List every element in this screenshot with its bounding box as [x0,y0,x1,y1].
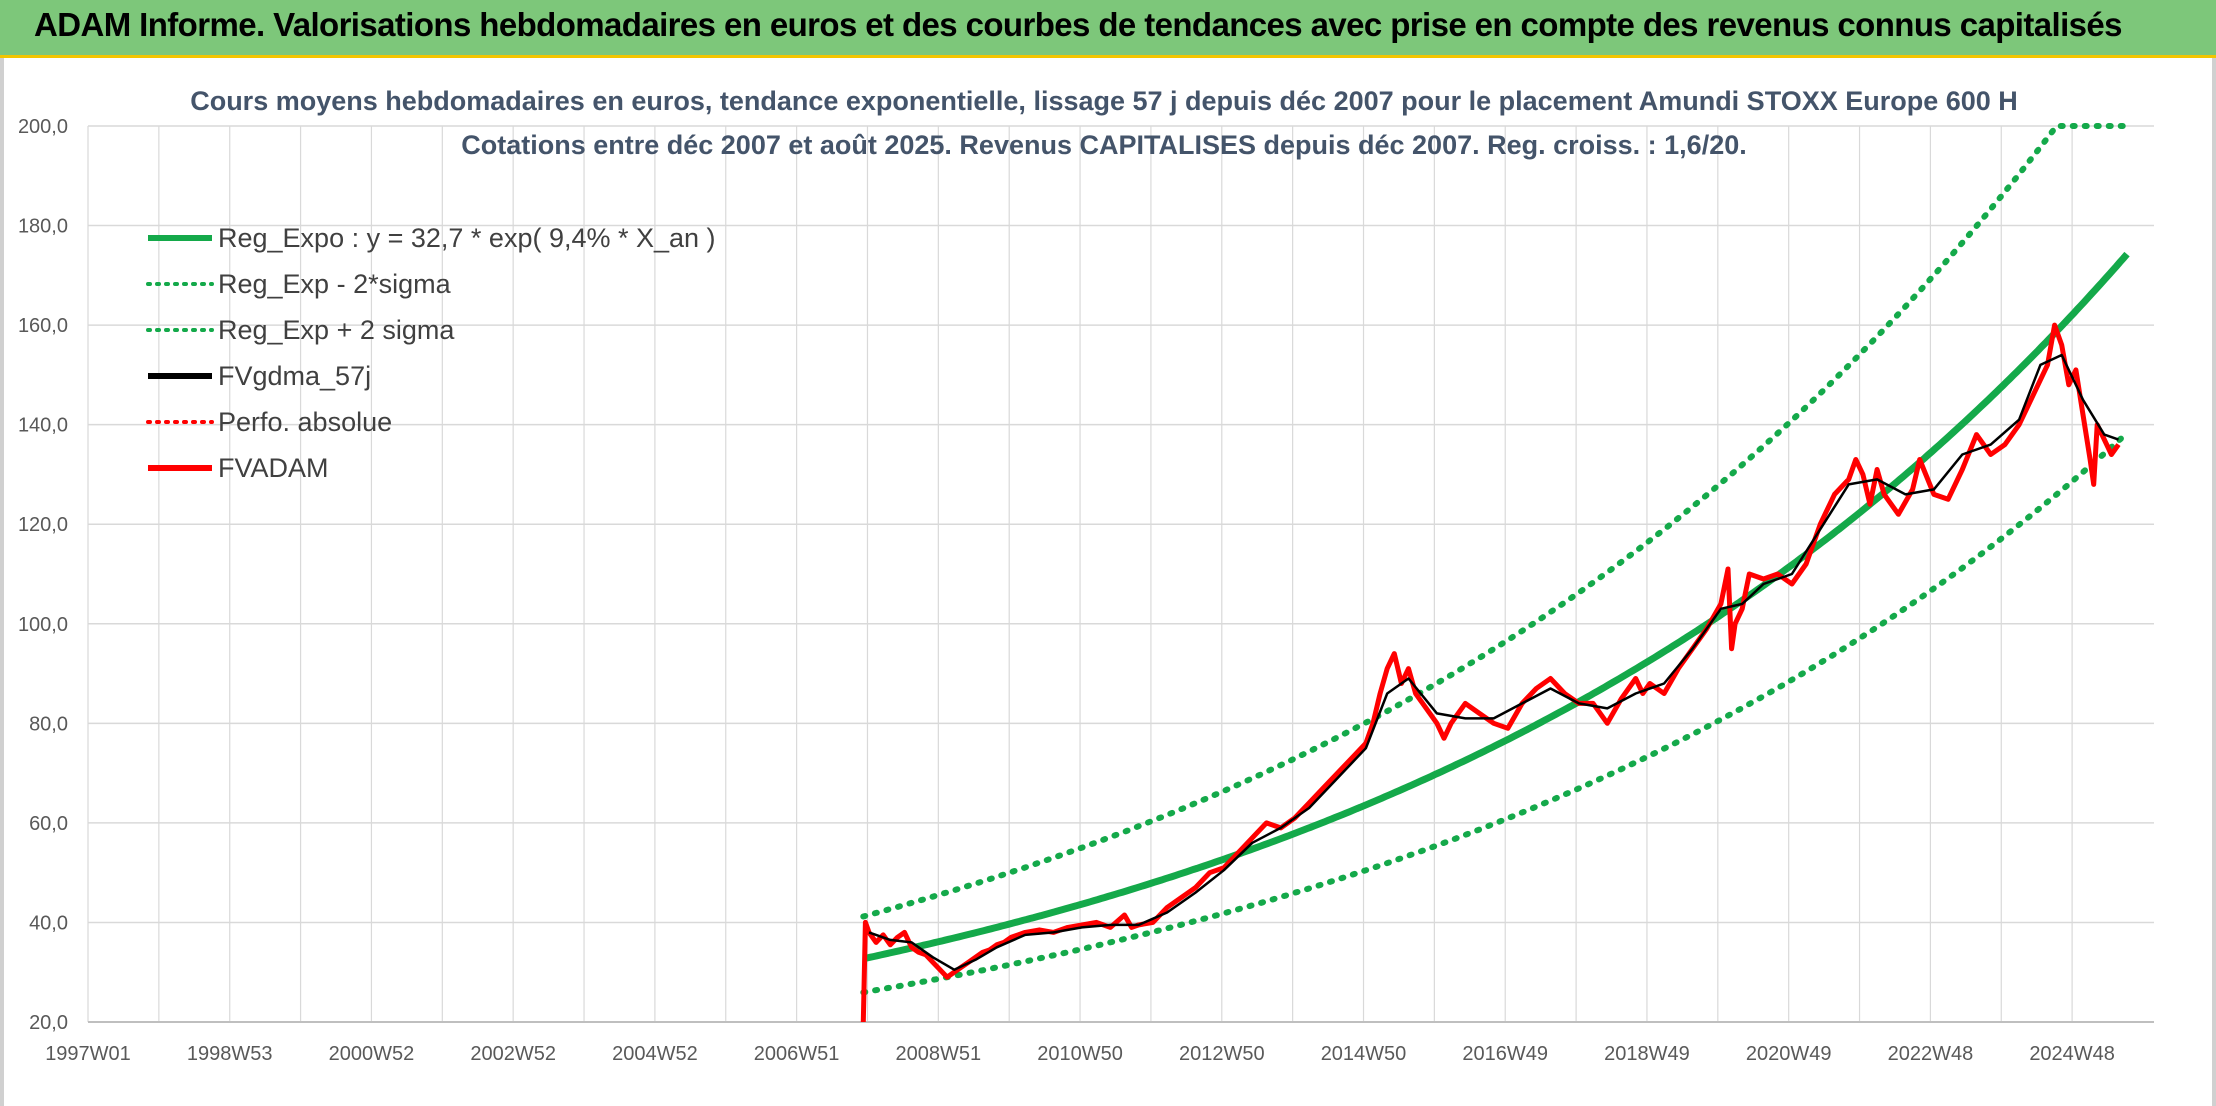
report-title: ADAM Informe. Valorisations hebdomadaire… [34,6,2123,43]
chart-subtitle: Cotations entre déc 2007 et août 2025. R… [461,130,1746,160]
y-tick-label: 120,0 [18,514,68,536]
chart-axes: 20,0 40,0 60,0 80,0 100,0 120,0 140,0 160,0 180,… [18,116,2154,1065]
report-banner: ADAM Informe. Valorisations hebdomadaire… [0,0,2216,58]
legend-perfo-label: Perfo. absolue [218,407,392,437]
x-tick-label: 2010W50 [1037,1043,1123,1065]
y-tick-label: 20,0 [29,1012,68,1034]
y-tick-label: 160,0 [18,315,68,337]
x-tick-label: 1998W53 [187,1043,273,1065]
reg-minus-2sigma-line [860,430,2130,996]
y-tick-label: 140,0 [18,415,68,437]
legend-fvgdma-label: FVgdma_57j [218,361,371,391]
y-tick-label: 100,0 [18,614,68,636]
y-tick-label: 200,0 [18,116,68,138]
y-tick-label: 40,0 [29,912,68,934]
x-tick-label: 2016W49 [1462,1043,1548,1065]
fvgdma-line [868,353,2119,971]
x-tick-label: 2018W49 [1604,1043,1690,1065]
chart-series [860,123,2130,1023]
chart-title-group: Cours moyens hebdomadaires en euros, ten… [190,86,2018,160]
y-tick-label: 80,0 [29,713,68,735]
chart-title: Cours moyens hebdomadaires en euros, ten… [190,86,2018,116]
reg-expo-line [862,251,2130,963]
x-tick-label: 2006W51 [754,1043,840,1065]
legend-fvadam-label: FVADAM [218,453,329,483]
y-tick-label: 60,0 [29,813,68,835]
x-tick-label: 2002W52 [470,1043,556,1065]
x-tick-label: 2014W50 [1321,1043,1407,1065]
chart-canvas: Cours moyens hebdomadaires en euros, ten… [18,86,2154,1065]
chart-grid [87,125,2154,1023]
x-tick-label: 2020W49 [1746,1043,1832,1065]
x-tick-label: 2012W50 [1179,1043,1265,1065]
y-tick-label: 180,0 [18,216,68,238]
legend-reg-plus-label: Reg_Exp + 2 sigma [218,315,455,345]
x-tick-label: 2004W52 [612,1043,698,1065]
chart-frame: Cours moyens hebdomadaires en euros, ten… [0,58,2216,1106]
x-tick-label: 2008W51 [896,1043,982,1065]
x-tick-label: 2024W48 [2029,1043,2115,1065]
x-tick-label: 2022W48 [1888,1043,1974,1065]
chart-legend: Reg_Expo : y = 32,7 * exp( 9,4% * X_an )… [146,223,716,483]
x-tick-label: 2000W52 [329,1043,415,1065]
reg-plus-2sigma-line [860,123,2130,920]
fvadam-line [860,322,2121,1023]
x-tick-label: 1997W01 [45,1043,131,1065]
legend-reg-expo-label: Reg_Expo : y = 32,7 * exp( 9,4% * X_an ) [218,223,716,253]
legend-reg-minus-label: Reg_Exp - 2*sigma [218,269,452,299]
